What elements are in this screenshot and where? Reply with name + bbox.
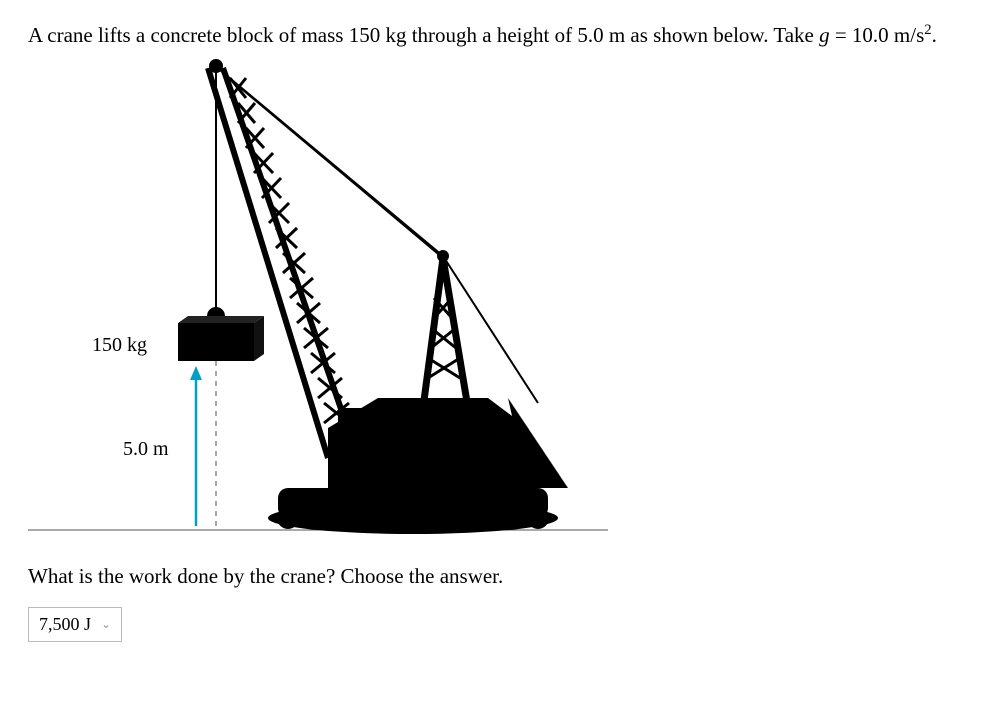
chevron-down-icon: ⌄ bbox=[101, 617, 111, 632]
crane-svg bbox=[28, 58, 628, 548]
g-variable: g bbox=[819, 23, 830, 47]
problem-statement: A crane lifts a concrete block of mass 1… bbox=[28, 20, 964, 50]
problem-equals: = 10.0 m/s bbox=[830, 23, 925, 47]
problem-text-1: A crane lifts a concrete block of mass 1… bbox=[28, 23, 819, 47]
answer-selected-value: 7,500 J bbox=[39, 614, 91, 635]
answer-dropdown[interactable]: 7,500 J ⌄ bbox=[28, 607, 122, 642]
mass-label: 150 kg bbox=[92, 334, 147, 357]
problem-period: . bbox=[932, 23, 937, 47]
exponent: 2 bbox=[924, 22, 931, 38]
crane-diagram: 150 kg 5.0 m bbox=[28, 58, 628, 548]
height-label: 5.0 m bbox=[123, 438, 169, 461]
question-text: What is the work done by the crane? Choo… bbox=[28, 564, 964, 589]
